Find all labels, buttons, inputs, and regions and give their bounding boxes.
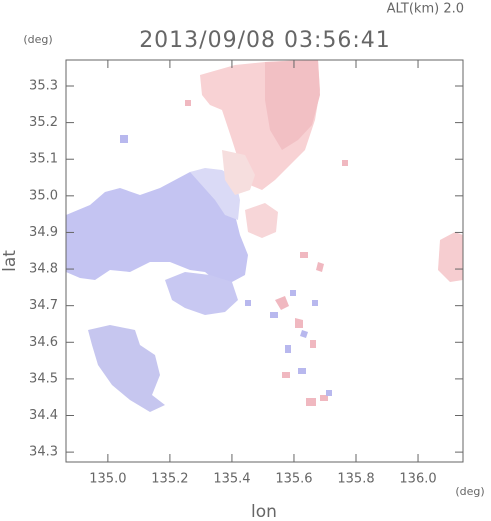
y-tick-label: 34.7 (29, 298, 58, 313)
y-tick-label: 35.0 (29, 188, 58, 203)
echo-blue (66, 170, 248, 282)
x-unit: (deg) (455, 485, 484, 498)
y-unit: (deg) (23, 33, 52, 46)
echo-pink (438, 232, 463, 282)
x-tick-label: 135.6 (275, 472, 312, 487)
echo-pink-light (222, 150, 255, 195)
x-tick-label: 135.4 (213, 472, 250, 487)
y-axis-title: lat (0, 250, 20, 272)
echo-field (66, 60, 463, 412)
echo-pink (245, 203, 278, 238)
plot-frame (65, 59, 464, 463)
x-tick-label: 136.0 (399, 472, 436, 487)
x-tick-label: 135.8 (337, 472, 374, 487)
y-tick-label: 35.2 (29, 115, 58, 130)
y-tick-label: 34.8 (29, 262, 58, 277)
y-tick-label: 34.6 (29, 335, 58, 350)
x-tick-label: 135.0 (89, 472, 126, 487)
y-tick-label: 34.4 (29, 408, 58, 423)
y-tick-label: 34.5 (29, 371, 58, 386)
echo-pink (265, 60, 320, 150)
y-tick-label: 35.3 (29, 78, 58, 93)
y-tick-label: 35.1 (29, 152, 58, 167)
chart-title: 2013/09/08 03:56:41 (139, 28, 391, 53)
echo-blue (88, 325, 165, 412)
echo-blue (165, 272, 238, 315)
x-tick-label: 135.2 (151, 472, 188, 487)
y-tick-label: 34.9 (29, 225, 58, 240)
y-tick-label: 34.3 (29, 445, 58, 460)
altitude-label: ALT(km) 2.0 (387, 2, 464, 17)
x-axis-title: lon (251, 502, 277, 521)
